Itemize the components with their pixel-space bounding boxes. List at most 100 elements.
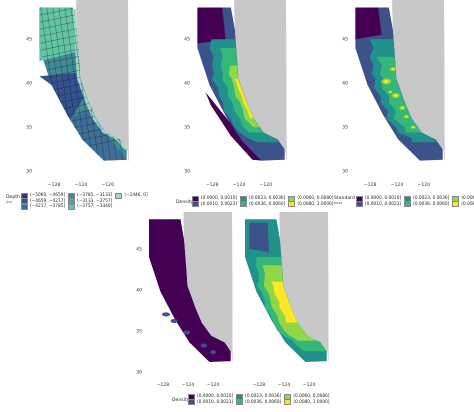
density-y-tick-label: 40 bbox=[184, 81, 190, 87]
standard-error-legend-label: (0.0023, 0.0036] bbox=[413, 196, 450, 201]
standard-error-legend-label: (0.0000, 0.0010] bbox=[365, 196, 402, 201]
standard-error-peak bbox=[391, 68, 395, 71]
depth-legend-item: (−4659, −4217] bbox=[21, 198, 66, 205]
density-legend-swatch bbox=[288, 195, 296, 202]
density-pair-right-region bbox=[245, 219, 327, 362]
depth-legend-swatch bbox=[68, 192, 76, 199]
density-pair-legend-item: (0.0080, 1.0000] bbox=[284, 399, 330, 406]
standard-error-y-tick-label: 40 bbox=[342, 81, 348, 87]
depth-legend-item: (−5060, −4659] bbox=[21, 192, 66, 199]
depth-legend-subtitle: (m) bbox=[6, 200, 12, 204]
density-north-low bbox=[197, 7, 226, 44]
depth-legend: Depth (m) (−5060, −4659] (−4659, −4217] (−… bbox=[6, 192, 156, 213]
standard-error-x-tick-label: −128 bbox=[364, 182, 377, 188]
density-pair-legend-label: (0.0010, 0.0023] bbox=[197, 399, 234, 405]
depth-legend-swatch bbox=[68, 198, 76, 205]
standard-error-peak bbox=[400, 106, 404, 109]
density-pair-left-patch bbox=[162, 312, 170, 317]
density-x-tick-label: −128 bbox=[206, 182, 219, 188]
density-legend-label: (0.0000, 0.0010] bbox=[201, 196, 238, 201]
density-pair-legend-label: (0.0060, 0.0080] bbox=[293, 394, 330, 399]
density-legend-item: (0.0010, 0.0023] bbox=[192, 201, 238, 208]
standard-error-x-tick-label: −120 bbox=[418, 182, 431, 188]
depth-legend-label: (−2757, −1446] bbox=[77, 204, 113, 210]
density-pair-legend-label: (0.0080, 1.0000] bbox=[293, 399, 330, 405]
depth-legend-item: (−3785, −3133] bbox=[68, 192, 113, 199]
density-x-tick-label: −124 bbox=[233, 182, 246, 188]
density-x-tick-label: −120 bbox=[260, 182, 273, 188]
density-legend-item: (0.0036, 0.0060] bbox=[240, 201, 285, 208]
density-legend-title-text: Density bbox=[176, 200, 194, 205]
depth-map-panel: −128 −124 −120 45 40 35 30 Depth (m) (−5060, −… bbox=[0, 0, 158, 215]
depth-legend-label: (−4659, −4217] bbox=[30, 198, 66, 204]
standard-error-north-low bbox=[355, 7, 382, 40]
standard-error-legend-label: (0.0080, 1.0000] bbox=[461, 201, 474, 207]
density-y-tick-label: 30 bbox=[184, 169, 190, 175]
standard-error-legend-item: (0.0000, 0.0010] bbox=[356, 195, 402, 202]
depth-legend-swatch bbox=[115, 192, 123, 199]
depth-y-tick-label: 35 bbox=[26, 125, 32, 131]
standard-error-legend-label: (0.0036, 0.0060] bbox=[413, 201, 450, 207]
standard-error-legend-items: (0.0000, 0.0010] (0.0010, 0.0023] (0.0023,… bbox=[356, 195, 474, 208]
density-pair-legend-swatch bbox=[284, 393, 292, 400]
density-pair-left-y-tick-label: 40 bbox=[136, 287, 142, 293]
standard-error-legend-label: (0.0010, 0.0023] bbox=[365, 201, 402, 207]
density-pair-left-patch bbox=[200, 343, 207, 348]
depth-north-shelf bbox=[39, 7, 79, 62]
depth-y-tick-label: 30 bbox=[26, 169, 32, 175]
standard-error-legend-item: (0.0023, 0.0036] bbox=[404, 195, 450, 202]
depth-legend-label: (−1446, 0] bbox=[124, 193, 148, 198]
standard-error-peak bbox=[411, 126, 415, 128]
depth-legend-item: (−3133, −2757] bbox=[68, 198, 112, 205]
density-pair-legend-item: (0.0036, 0.0060] bbox=[236, 399, 281, 406]
standard-error-legend-label: (0.0060, 0.0080] bbox=[461, 196, 474, 201]
density-legend-label: (0.0080, 1.0000] bbox=[297, 201, 334, 207]
standard-error-legend-item: (0.0036, 0.0060] bbox=[404, 201, 450, 208]
density-pair-legend-item: (0.0010, 0.0023] bbox=[188, 399, 234, 406]
depth-legend-item: (−2757, −1446] bbox=[68, 203, 113, 210]
depth-x-tick-label: −120 bbox=[102, 182, 115, 188]
depth-land-overlay bbox=[76, 0, 129, 163]
standard-error-peak bbox=[405, 115, 408, 118]
depth-legend-label: (−5060, −4659] bbox=[30, 193, 66, 198]
standard-error-peak bbox=[393, 94, 398, 97]
standard-error-map: −128 −124 −120 45 40 35 30 bbox=[342, 0, 445, 188]
standard-error-legend-swatch bbox=[356, 195, 363, 202]
density-pair-right-x-tick-label: −128 bbox=[253, 382, 266, 388]
density-legend-item: (0.0080, 1.0000] bbox=[288, 201, 334, 208]
depth-legend-swatch bbox=[21, 203, 28, 210]
density-legend-label: (0.0023, 0.0036] bbox=[249, 196, 286, 201]
density-legend-label: (0.0010, 0.0023] bbox=[201, 201, 238, 207]
density-pair-left-patch bbox=[183, 330, 191, 335]
standard-error-legend-item: (0.0060, 0.0080] bbox=[452, 195, 474, 202]
density-pair-legend-swatch bbox=[236, 399, 244, 406]
standard-error-legend-swatch bbox=[356, 201, 363, 208]
standard-error-legend-swatch bbox=[404, 195, 412, 202]
density-map: −128 −124 −120 45 40 35 30 bbox=[184, 0, 287, 188]
density-pair-right-peak bbox=[271, 281, 298, 323]
density-pair-legend-label: (0.0023, 0.0036] bbox=[245, 394, 282, 399]
depth-legend-label: (−3785, −3133] bbox=[77, 193, 113, 198]
density-pair-legend-swatch bbox=[188, 393, 195, 400]
density-pair-left-y-tick-label: 35 bbox=[136, 328, 142, 334]
density-pair-legend-label: (0.0000, 0.0010] bbox=[197, 394, 234, 399]
standard-error-legend-swatch bbox=[452, 195, 460, 202]
standard-error-legend-swatch bbox=[452, 201, 460, 208]
density-pair-right-land-overlay bbox=[279, 212, 329, 364]
depth-map: −128 −124 −120 45 40 35 30 bbox=[26, 0, 129, 188]
standard-error-x-tick-label: −124 bbox=[391, 182, 404, 188]
density-legend-title: Density bbox=[176, 200, 193, 205]
depth-legend-swatch bbox=[68, 203, 76, 210]
depth-south-slope bbox=[70, 107, 127, 161]
density-legend-swatch bbox=[240, 195, 248, 202]
density-legend-swatch bbox=[240, 201, 248, 208]
depth-legend-title-text: Depth bbox=[6, 195, 20, 200]
density-legend-item: (0.0060, 0.0080] bbox=[288, 195, 333, 202]
standard-error-peak bbox=[389, 91, 392, 93]
density-pair-legend-title: Density bbox=[172, 398, 189, 403]
density-legend-item: (0.0023, 0.0036] bbox=[240, 195, 286, 202]
standard-error-y-tick-label: 35 bbox=[342, 125, 348, 131]
density-pair-maps: −128 −124 −120 45 40 35 30 −128 −124 −120 bbox=[136, 212, 329, 388]
density-legend-items: (0.0000, 0.0010] (0.0010, 0.0023] (0.0023,… bbox=[192, 195, 334, 208]
depth-y-tick-label: 40 bbox=[26, 81, 32, 87]
